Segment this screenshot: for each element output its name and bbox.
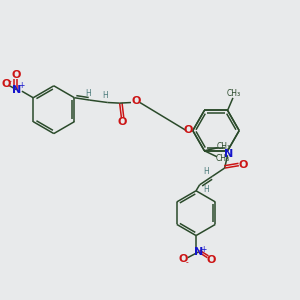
Text: N: N [12, 85, 21, 95]
Text: H: H [103, 92, 108, 100]
Text: O: O [117, 117, 127, 127]
Text: O: O [183, 125, 193, 135]
Text: -: - [186, 259, 188, 268]
Text: CH₃: CH₃ [216, 154, 230, 163]
Text: O: O [238, 160, 248, 170]
Text: -: - [9, 77, 11, 86]
Text: H: H [203, 185, 209, 194]
Text: H: H [85, 89, 91, 98]
Text: O: O [12, 70, 21, 80]
Text: N: N [224, 149, 234, 159]
Text: O: O [207, 255, 216, 265]
Text: CH₃: CH₃ [217, 142, 231, 152]
Text: +: + [18, 81, 25, 90]
Text: O: O [179, 254, 188, 265]
Text: +: + [200, 245, 207, 254]
Text: N: N [194, 247, 203, 257]
Text: O: O [2, 79, 11, 89]
Text: H: H [203, 167, 209, 176]
Text: CH₃: CH₃ [227, 88, 241, 98]
Text: O: O [131, 96, 140, 106]
